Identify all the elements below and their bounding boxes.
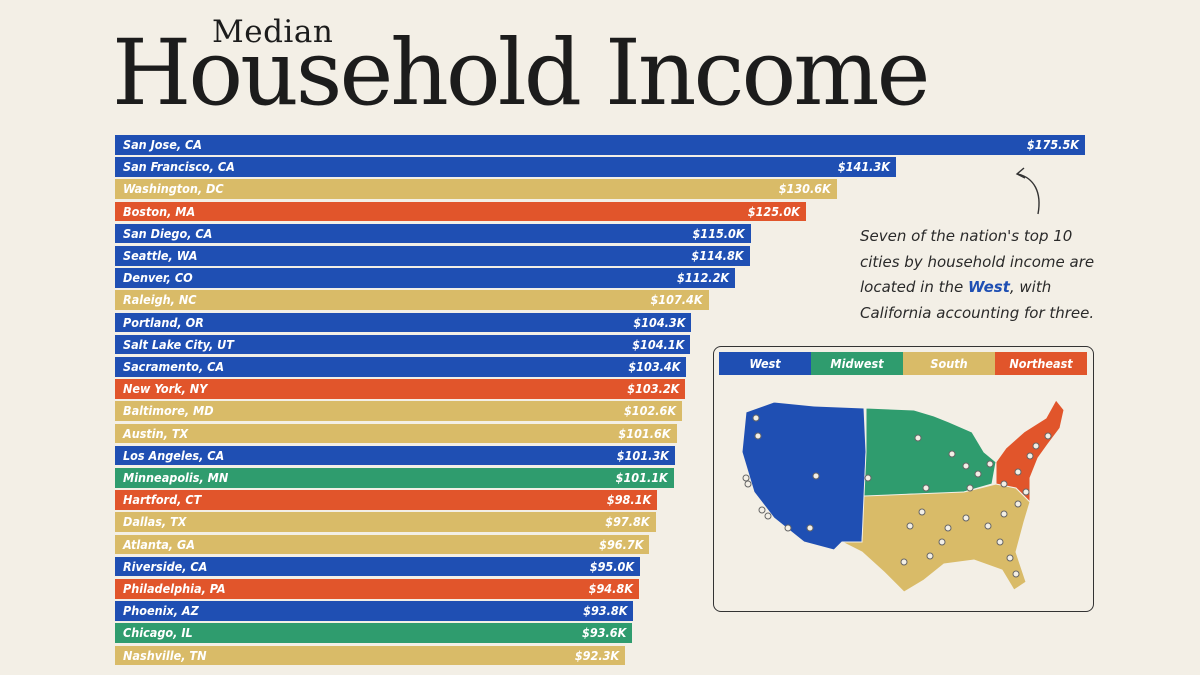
bar-label: Washington, DC [123,181,224,197]
bar-value-label: $112.2K [677,270,730,286]
bar: Hartford, CT $98.1K [115,490,658,510]
bar-value-label: $101.1K [615,470,668,485]
bar-label: Los Angeles, CA [123,447,225,463]
bar-value-label: $101.3K [616,447,669,463]
region-map-panel: West Midwest South Northeast [713,346,1094,612]
chart-title: Household Income [112,21,930,126]
bar: Portland, OR $104.3K [115,312,692,333]
bar-value-label: $115.0K [692,225,745,241]
bar-value-label: $95.0K [589,558,635,574]
annotation-text-after: , with California accounting for three. [860,278,1095,322]
bar-label: Atlanta, GA [123,536,195,552]
bar-label: Phoenix, AZ [123,603,199,619]
bar-value-label: $104.1K [632,336,685,352]
us-region-map [741,399,1065,593]
bar-value-label: $93.8K [583,603,628,619]
bar-value-label: $114.8K [691,248,744,263]
bar-value-label: $98.1K [606,492,652,508]
chart-title-small: Median [212,14,334,50]
bar-value-label: $93.6K [582,625,627,641]
map-region-midwest [863,407,997,497]
bar: San Diego, CA $115.0K [115,223,751,244]
bar-value-label: $175.5K [1026,137,1079,152]
bar: Seattle, WA $114.8K [115,246,750,266]
bar-label: Salt Lake City, UT [123,336,234,352]
bar-value-label: $104.3K [633,314,686,330]
bar: Washington, DC $130.6K [115,179,837,199]
bar: San Francisco, CA $141.3K [115,157,896,177]
map-region-northeast [995,399,1065,504]
bar-label: Raleigh, NC [123,292,197,308]
legend-northeast: Northeast [995,352,1087,375]
bar-label: Chicago, IL [123,625,193,641]
bar: Dallas, TX $97.8K [115,512,656,532]
legend: West Midwest South Northeast [719,352,1087,375]
legend-west: West [719,352,811,375]
bar-value-label: $94.8K [588,581,633,596]
bar: Atlanta, GA $96.7K [115,534,650,555]
bar: Chicago, IL $93.6K [115,623,633,643]
bar: Nashville, TN $92.3K [115,645,626,666]
city-markers [742,414,1052,578]
bar-label: San Diego, CA [123,225,213,241]
bar-label: Riverside, CA [123,558,208,574]
bar-value-label: $107.4K [650,292,703,308]
bar-label: Baltimore, MD [123,403,214,419]
bar-value-label: $103.2K [627,381,680,397]
map-region-west [741,401,867,551]
bar-label: Denver, CO [123,270,193,286]
bar-value-label: $96.7K [599,536,644,552]
bar: Austin, TX $101.6K [115,423,677,444]
map-region-south [841,483,1031,593]
bar-label: Minneapolis, MN [123,470,229,485]
bar: Denver, CO $112.2K [115,268,736,288]
bar-value-label: $97.8K [605,514,650,530]
bar: Phoenix, AZ $93.8K [115,601,634,621]
bar-value-label: $125.0K [747,203,800,219]
bar-label: Dallas, TX [123,514,187,530]
bar-value-label: $130.6K [778,181,831,197]
arrow-icon [1015,167,1040,215]
bar: Philadelphia, PA $94.8K [115,579,639,599]
bar: Los Angeles, CA $101.3K [115,445,675,466]
bar-label: San Jose, CA [123,137,202,152]
bar: Minneapolis, MN $101.1K [115,468,674,488]
bar-value-label: $101.6K [618,425,671,441]
bar: Raleigh, NC $107.4K [115,290,709,310]
bar: Boston, MA $125.0K [115,201,806,222]
bar: Salt Lake City, UT $104.1K [115,334,691,355]
legend-south: South [903,352,995,375]
bar-value-label: $103.4K [628,359,681,374]
bar-label: San Francisco, CA [123,159,235,175]
bar-label: Austin, TX [123,425,189,441]
bar: San Jose, CA $175.5K [115,135,1085,155]
bar: New York, NY $103.2K [115,379,686,399]
bar-label: Boston, MA [123,203,196,219]
bar-label: Philadelphia, PA [123,581,226,596]
bar-label: Sacramento, CA [123,359,225,374]
bar-value-label: $102.6K [623,403,677,419]
legend-midwest: Midwest [811,352,903,375]
bar-label: Seattle, WA [123,248,198,263]
bar-label: Hartford, CT [123,492,202,508]
annotation-highlight: West [968,278,1010,296]
bar-value-label: $141.3K [837,159,890,175]
bar-label: Nashville, TN [123,647,207,663]
bar-value-label: $92.3K [574,647,620,663]
bar: Baltimore, MD $102.6K [115,401,683,421]
bar-label: Portland, OR [123,314,204,330]
annotation-text: Seven of the nation's top 10 cities by h… [860,224,1100,326]
bar: Sacramento, CA $103.4K [115,357,687,377]
bar-label: New York, NY [123,381,208,397]
annotation-text-before: Seven of the nation's top 10 cities by h… [860,227,1095,296]
bar: Riverside, CA $95.0K [115,556,641,577]
